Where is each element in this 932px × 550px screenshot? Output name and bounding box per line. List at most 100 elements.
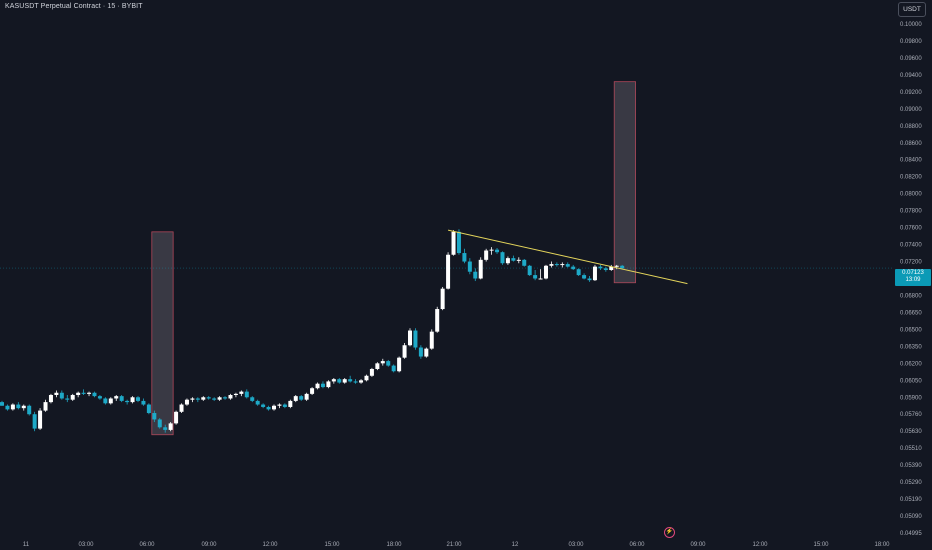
candle-body bbox=[348, 379, 353, 382]
candle-body bbox=[484, 250, 489, 260]
candle-body bbox=[184, 399, 189, 405]
candle-body bbox=[375, 363, 380, 369]
candle-body bbox=[288, 400, 293, 407]
y-tick-label: 0.08200 bbox=[900, 175, 922, 181]
candle-body bbox=[549, 264, 554, 266]
candle-body bbox=[592, 266, 597, 281]
y-tick-label: 0.05290 bbox=[900, 480, 922, 486]
trendline[interactable] bbox=[447, 229, 688, 285]
candle-body bbox=[533, 275, 538, 279]
candle-body bbox=[282, 404, 287, 407]
y-tick-label: 0.07600 bbox=[900, 226, 922, 232]
candle-body bbox=[136, 397, 140, 401]
candle-body bbox=[130, 397, 135, 403]
candle-body bbox=[516, 259, 521, 261]
y-tick-label: 0.09800 bbox=[900, 39, 922, 45]
candle-body bbox=[386, 361, 391, 366]
candle-body bbox=[239, 391, 244, 394]
candle-body bbox=[244, 391, 249, 398]
candle-body bbox=[576, 269, 581, 276]
candle-body bbox=[614, 265, 619, 267]
candle-body bbox=[0, 402, 4, 406]
candle-body bbox=[103, 398, 108, 404]
lightning-bolt-icon[interactable]: ⚡ bbox=[664, 527, 675, 538]
candle-body bbox=[119, 396, 124, 401]
candle-body bbox=[462, 253, 467, 262]
candle-body bbox=[435, 309, 440, 332]
x-tick-label: 18:00 bbox=[386, 542, 402, 548]
candle-body bbox=[505, 258, 510, 264]
candle-body bbox=[495, 249, 500, 253]
candle-body bbox=[565, 264, 570, 267]
candle-body bbox=[54, 392, 59, 396]
last-price-tag: 0.07123 13:09 bbox=[895, 269, 931, 286]
highlight-zone bbox=[151, 231, 174, 436]
candle-body bbox=[179, 404, 184, 412]
candle-body bbox=[424, 348, 429, 357]
y-tick-label: 0.09000 bbox=[900, 107, 922, 113]
y-tick-label: 0.05760 bbox=[900, 412, 922, 418]
candle-body bbox=[429, 331, 434, 349]
y-tick-label: 0.08400 bbox=[900, 158, 922, 164]
candle-body bbox=[337, 379, 342, 383]
candle-body bbox=[440, 288, 445, 310]
candle-body bbox=[326, 381, 331, 388]
candle-body bbox=[255, 400, 260, 405]
y-tick-label: 0.10000 bbox=[900, 22, 922, 28]
x-tick-label: 06:00 bbox=[139, 542, 155, 548]
candle-body bbox=[353, 381, 358, 383]
candle-body bbox=[391, 365, 396, 372]
x-tick-label: 15:00 bbox=[813, 542, 829, 548]
candle-body bbox=[16, 404, 21, 409]
candle-body bbox=[201, 397, 206, 400]
candle-body bbox=[299, 396, 304, 400]
x-tick-label: 12 bbox=[512, 542, 519, 548]
candle-body bbox=[500, 252, 505, 264]
y-tick-label: 0.09200 bbox=[900, 90, 922, 96]
candle-body bbox=[359, 380, 364, 383]
candle-body bbox=[206, 397, 211, 399]
y-tick-label: 0.06650 bbox=[900, 310, 922, 316]
candle-body bbox=[223, 397, 228, 399]
candle-body bbox=[27, 405, 32, 415]
candle-body bbox=[141, 400, 146, 405]
candle-body bbox=[65, 398, 70, 400]
candle-body bbox=[10, 404, 15, 410]
currency-button[interactable]: USDT bbox=[898, 2, 926, 17]
candle-body bbox=[467, 261, 472, 272]
candle-body bbox=[125, 400, 130, 403]
y-tick-label: 0.09400 bbox=[900, 73, 922, 79]
candle-body bbox=[331, 379, 336, 382]
y-tick-label: 0.05190 bbox=[900, 497, 922, 503]
y-tick-label: 0.05510 bbox=[900, 446, 922, 452]
candle-body bbox=[413, 330, 418, 348]
x-tick-label: 09:00 bbox=[690, 542, 706, 548]
candle-body bbox=[250, 397, 255, 401]
candle-body bbox=[266, 406, 271, 410]
candle-body bbox=[456, 231, 461, 254]
x-tick-label: 12:00 bbox=[752, 542, 768, 548]
candle-body bbox=[168, 423, 173, 430]
candle-body bbox=[609, 266, 614, 271]
candle-body bbox=[587, 278, 592, 281]
candle-body bbox=[603, 268, 608, 271]
candle-body bbox=[190, 398, 195, 400]
y-tick-label: 0.08600 bbox=[900, 141, 922, 147]
y-tick-label: 0.05630 bbox=[900, 429, 922, 435]
candle-body bbox=[157, 419, 162, 428]
y-tick-label: 0.04995 bbox=[900, 531, 922, 537]
y-tick-label: 0.06500 bbox=[900, 327, 922, 333]
x-tick-label: 09:00 bbox=[201, 542, 217, 548]
candle-body bbox=[43, 402, 48, 411]
candle-body bbox=[97, 396, 102, 399]
candle-body bbox=[380, 361, 385, 364]
y-tick-label: 0.05390 bbox=[900, 463, 922, 469]
candle-body bbox=[511, 258, 516, 261]
x-tick-label: 21:00 bbox=[446, 542, 462, 548]
candle-body bbox=[38, 410, 43, 429]
candle-body bbox=[538, 278, 543, 280]
candle-body bbox=[315, 383, 320, 389]
candle-body bbox=[277, 404, 282, 406]
y-tick-label: 0.05090 bbox=[900, 514, 922, 520]
